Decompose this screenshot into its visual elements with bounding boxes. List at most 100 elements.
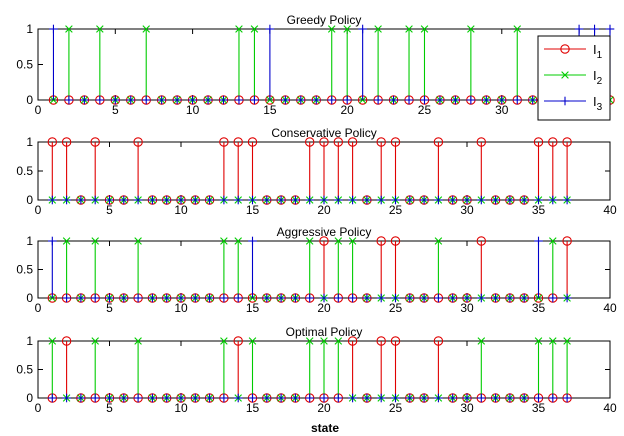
stem-marker	[548, 393, 558, 403]
x-tick-label: 30	[460, 401, 474, 415]
stem-marker	[319, 195, 329, 205]
stem-marker	[562, 137, 572, 147]
stem-marker	[497, 95, 507, 105]
stem-marker	[119, 393, 129, 403]
series-3	[48, 236, 572, 303]
x-tick-label: 20	[317, 401, 331, 415]
stem-marker	[105, 195, 114, 205]
x-tick-label: 0	[35, 401, 42, 415]
stem-marker	[95, 95, 105, 105]
stem-marker	[48, 393, 57, 403]
stem-marker	[419, 195, 429, 205]
x-axis-label: state	[311, 421, 339, 435]
stem-marker	[76, 195, 86, 205]
stem-marker	[62, 293, 71, 303]
stem-marker	[90, 195, 100, 205]
stem-marker	[605, 24, 615, 34]
stem-marker	[477, 337, 486, 345]
stem-marker	[513, 25, 522, 33]
stem-marker	[62, 237, 71, 245]
stem-marker	[76, 393, 86, 403]
stem-marker	[562, 236, 572, 246]
stem-marker	[405, 195, 415, 205]
stem-marker	[334, 237, 343, 245]
legend-marker	[560, 44, 570, 54]
stem-marker	[191, 195, 200, 205]
stem-marker	[220, 237, 228, 245]
stem-marker	[374, 25, 382, 33]
stem-marker	[119, 293, 129, 303]
x-tick-label: 40	[603, 401, 617, 415]
stem-marker	[534, 195, 543, 205]
stem-marker	[110, 95, 120, 105]
stem-marker	[90, 293, 100, 303]
axes-frame	[37, 28, 611, 101]
stem-marker	[319, 137, 329, 147]
x-tick-label: 15	[263, 103, 277, 117]
stem-marker	[219, 95, 228, 105]
stem-marker	[248, 393, 257, 403]
stem-marker	[90, 137, 100, 147]
series-2	[48, 337, 571, 402]
x-tick-label: 15	[246, 203, 260, 217]
stem-marker	[519, 393, 529, 403]
stem-marker	[305, 237, 314, 245]
stem-marker	[434, 293, 443, 303]
stem-marker	[162, 293, 171, 303]
stem-marker	[548, 293, 558, 303]
series-2	[48, 237, 571, 302]
stem-marker	[248, 236, 257, 246]
stem-marker	[505, 195, 515, 205]
stem-marker	[562, 293, 572, 303]
legend: I1 I2 I3	[537, 35, 611, 121]
x-tick-label: 10	[174, 203, 188, 217]
stem-marker	[311, 95, 321, 105]
stem-marker	[505, 293, 515, 303]
stem-marker	[291, 195, 300, 205]
stem-marker	[305, 337, 314, 345]
stem-marker	[219, 293, 229, 303]
stem-marker	[476, 137, 487, 147]
x-tick-label: 30	[460, 203, 474, 217]
stem-marker	[373, 95, 383, 105]
stem-marker	[362, 393, 372, 403]
x-tick-label: 10	[174, 401, 188, 415]
stem-marker	[80, 95, 89, 105]
stem-marker	[304, 137, 315, 147]
x-tick-label: 5	[112, 103, 119, 117]
x-tick-label: 35	[532, 401, 546, 415]
stem-marker	[291, 293, 300, 303]
y-tick-label: 0	[26, 93, 33, 107]
x-tick-label: 5	[106, 401, 113, 415]
stem-marker	[327, 25, 336, 33]
stem-marker	[233, 336, 243, 346]
stem-marker	[191, 393, 200, 403]
stem-marker	[90, 393, 100, 403]
stem-marker	[334, 393, 343, 403]
y-tick-label: 1	[26, 334, 33, 348]
legend-entry: I1	[544, 42, 603, 61]
stem-marker	[476, 236, 487, 246]
stem-marker	[376, 236, 386, 246]
panel-title: Greedy Policy	[287, 13, 362, 27]
stem-marker	[248, 337, 257, 345]
stem-marker	[176, 293, 186, 303]
stem-marker	[119, 195, 129, 205]
stem-marker	[533, 137, 544, 147]
panel-title: Aggressive Policy	[277, 225, 372, 239]
stem-marker	[358, 24, 367, 34]
legend-marker	[561, 71, 569, 79]
stem-marker	[250, 95, 259, 105]
legend-box	[537, 35, 611, 121]
stem-marker	[342, 95, 352, 105]
y-tick-label: 0.5	[16, 58, 33, 72]
stem-marker	[534, 236, 543, 246]
stem-marker	[134, 337, 142, 345]
stem-marker	[91, 337, 99, 345]
stem-marker	[534, 393, 543, 403]
stem-marker	[205, 195, 214, 205]
stem-marker	[434, 393, 443, 403]
